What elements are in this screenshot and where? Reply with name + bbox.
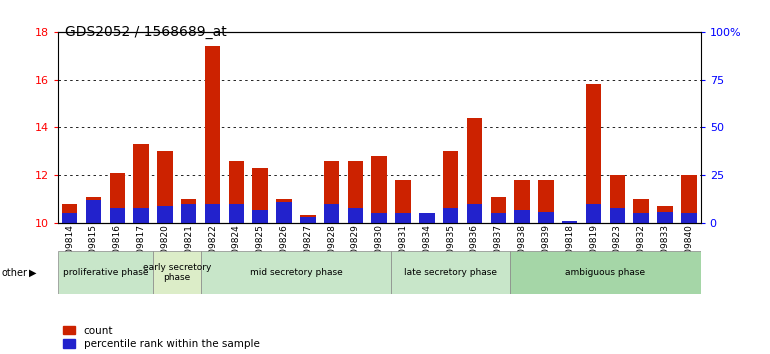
Bar [419,213,434,223]
Bar [133,144,149,223]
Bar [253,210,268,223]
Bar [395,180,410,223]
Bar [133,208,149,223]
Bar [562,221,578,223]
Bar [58,251,153,294]
Bar [181,199,196,223]
Bar [538,212,554,223]
Bar [371,156,387,223]
Bar [610,175,625,223]
Bar [324,204,340,223]
Bar [157,206,172,223]
Bar [62,213,78,223]
Bar [681,213,697,223]
Bar [681,175,697,223]
Bar [85,200,101,223]
Text: early secretory
phase: early secretory phase [142,263,211,282]
Text: ambiguous phase: ambiguous phase [565,268,645,277]
Bar [586,84,601,223]
Bar [610,208,625,223]
Bar [157,152,172,223]
Bar [490,197,506,223]
Text: mid secretory phase: mid secretory phase [249,268,342,277]
Bar [443,208,458,223]
Bar [276,202,292,223]
Bar [181,204,196,223]
Bar [634,213,649,223]
Bar [658,206,673,223]
Bar [391,251,511,294]
Bar [348,161,363,223]
Bar [586,204,601,223]
Bar [538,180,554,223]
Bar [419,213,434,223]
Bar [514,210,530,223]
Bar [490,213,506,223]
Bar [395,213,410,223]
Bar [658,212,673,223]
Text: ▶: ▶ [29,268,37,278]
Bar [562,221,578,223]
Bar [229,161,244,223]
Bar [85,197,101,223]
Legend: count, percentile rank within the sample: count, percentile rank within the sample [63,326,259,349]
Bar [634,199,649,223]
Bar [253,168,268,223]
Bar [109,173,125,223]
Text: GDS2052 / 1568689_at: GDS2052 / 1568689_at [65,25,227,39]
Bar [514,180,530,223]
Bar [229,204,244,223]
Bar [205,46,220,223]
Bar [467,118,482,223]
Bar [276,199,292,223]
Text: proliferative phase: proliferative phase [62,268,148,277]
Text: other: other [2,268,28,278]
Bar [205,204,220,223]
Bar [109,208,125,223]
Text: late secretory phase: late secretory phase [404,268,497,277]
Bar [300,217,316,223]
Bar [201,251,391,294]
Bar [511,251,701,294]
Bar [153,251,201,294]
Bar [443,152,458,223]
Bar [348,208,363,223]
Bar [324,161,340,223]
Bar [371,213,387,223]
Bar [467,204,482,223]
Bar [62,204,78,223]
Bar [300,215,316,223]
